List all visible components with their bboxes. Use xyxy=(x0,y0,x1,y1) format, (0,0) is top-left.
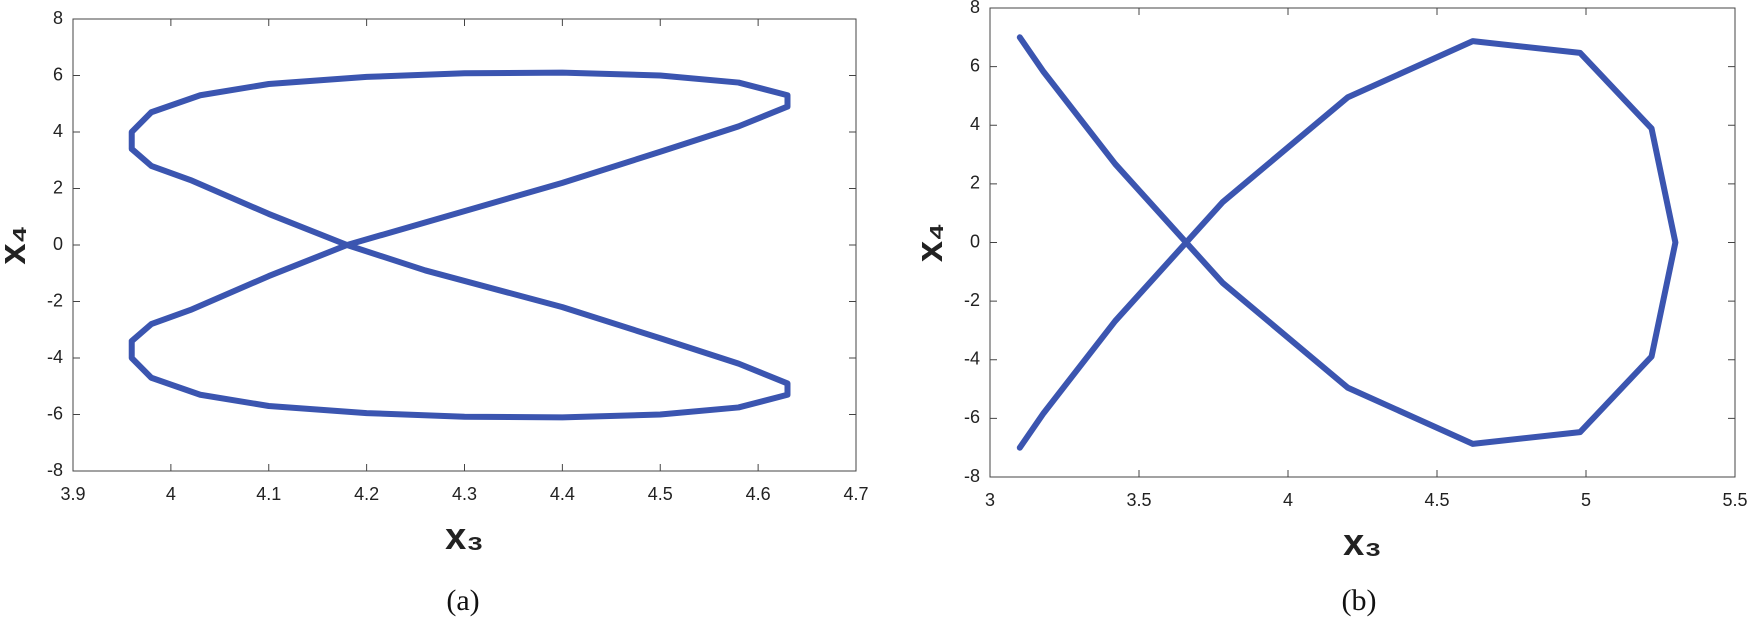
x-tick-label: 4.5 xyxy=(1424,490,1449,510)
y-tick-label: 2 xyxy=(53,177,63,197)
x-tick-label: 3 xyxy=(985,490,995,510)
plot-area xyxy=(72,18,857,472)
caption: (a) xyxy=(446,584,479,617)
x-tick-label: 4.5 xyxy=(648,484,673,504)
y-axis-label: x₄ xyxy=(0,225,34,264)
y-axis-label: x₄ xyxy=(909,223,951,262)
x-tick-label: 3.9 xyxy=(60,484,85,504)
y-tick-label: -6 xyxy=(964,407,980,427)
y-tick-label: -8 xyxy=(964,466,980,486)
y-tick-label: -6 xyxy=(47,403,63,423)
y-tick-label: -8 xyxy=(47,460,63,480)
y-tick-label: 0 xyxy=(970,231,980,251)
x-tick-label: 4.7 xyxy=(843,484,868,504)
x-tick-label: 4 xyxy=(1283,490,1293,510)
y-tick-label: 0 xyxy=(53,234,63,254)
x-tick-label: 5.5 xyxy=(1722,490,1747,510)
trajectory xyxy=(128,69,791,421)
y-tick-label: -4 xyxy=(964,349,980,369)
x-tick-label: 4.3 xyxy=(452,484,477,504)
x-tick-label: 4.6 xyxy=(746,484,771,504)
x-tick-label: 4.2 xyxy=(354,484,379,504)
x-tick-label: 3.5 xyxy=(1126,490,1151,510)
x-tick-label: 4 xyxy=(166,484,176,504)
x-axis-label: x₃ xyxy=(1343,522,1382,564)
x-tick-label: 4.1 xyxy=(256,484,281,504)
caption: (b) xyxy=(1342,584,1377,617)
y-tick-label: 2 xyxy=(970,173,980,193)
y-tick-label: 8 xyxy=(53,8,63,28)
y-tick-label: 6 xyxy=(970,55,980,75)
y-tick-label: -2 xyxy=(47,290,63,310)
plot-area xyxy=(989,7,1736,478)
x-axis-label: x₃ xyxy=(445,516,484,558)
x-tick-label: 5 xyxy=(1581,490,1591,510)
y-tick-label: 6 xyxy=(53,64,63,84)
x-tick-label: 4.4 xyxy=(550,484,575,504)
trajectory xyxy=(1016,34,1679,451)
y-tick-label: 8 xyxy=(970,0,980,17)
y-tick-label: -4 xyxy=(47,347,63,367)
y-tick-label: -2 xyxy=(964,290,980,310)
y-tick-label: 4 xyxy=(970,114,980,134)
y-tick-label: 4 xyxy=(53,121,63,141)
